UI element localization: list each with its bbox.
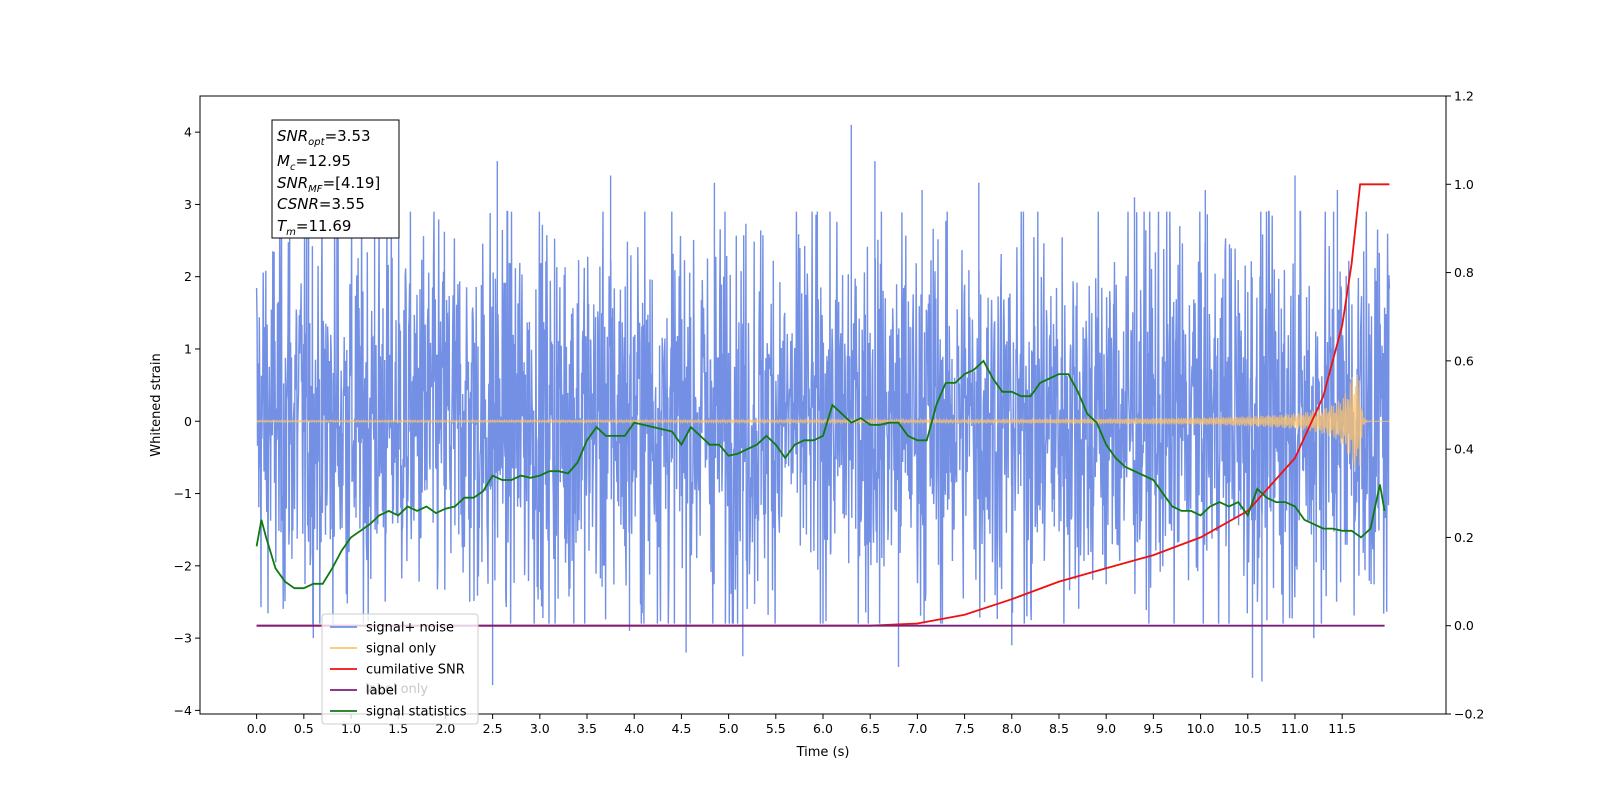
y-right-tick-label: 0.0 — [1454, 618, 1474, 633]
annotation-csnr: CSNR=3.55 — [277, 195, 365, 213]
y-left-tick-label: 2 — [184, 269, 192, 284]
y-left-tick-label: −2 — [174, 558, 192, 573]
x-tick-label: 2.5 — [483, 721, 503, 736]
y-left-tick-label: 0 — [184, 414, 192, 429]
x-tick-label: 5.0 — [719, 721, 739, 736]
y-right-tick-label: 0.8 — [1454, 265, 1474, 280]
annotation-snr-opt: SNRopt=3.53 — [277, 127, 371, 148]
annotation-tm: Tm=11.69 — [277, 217, 351, 238]
x-tick-label: 0.5 — [294, 721, 314, 736]
legend-label: label — [366, 684, 397, 699]
y-right-tick-label: 0.6 — [1454, 353, 1474, 368]
y-right-tick-label: 0.2 — [1454, 530, 1474, 545]
x-tick-label: 9.0 — [1096, 721, 1116, 736]
series-signal-statisticsline — [255, 359, 1386, 590]
x-tick-label: 10.5 — [1234, 721, 1262, 736]
plot-layer — [255, 124, 1391, 686]
x-tick-label: 4.5 — [671, 721, 691, 736]
x-tick-label: 11.5 — [1328, 721, 1356, 736]
x-tick-label: 4.0 — [624, 721, 644, 736]
x-tick-label: 6.0 — [813, 721, 833, 736]
x-tick-label: 2.0 — [435, 721, 455, 736]
x-tick-label: 10.0 — [1187, 721, 1215, 736]
legend: label only signal+ noise signal only cumil… — [321, 613, 479, 725]
annotation-mc: Mc=12.95 — [277, 152, 351, 173]
legend-frame — [321, 613, 479, 725]
y-left-tick-label: 1 — [184, 341, 192, 356]
x-tick-label: 9.5 — [1143, 721, 1163, 736]
annotation-snr-mf: SNRMF=[4.19] — [277, 174, 380, 195]
y-left-tick-label: 4 — [184, 125, 192, 140]
series-cumilative-snrline — [256, 183, 1390, 627]
x-tick-label: 8.5 — [1049, 721, 1069, 736]
series-signal-noise-line — [255, 124, 1391, 686]
x-tick-label: 3.0 — [530, 721, 550, 736]
legend-hidden-label: label only — [365, 682, 428, 697]
legend-label: signal+ noise — [366, 621, 454, 636]
x-tick-label: 0.0 — [247, 721, 267, 736]
legend-entries: signal+ noise signal only cumilative SNR la… — [330, 621, 467, 720]
x-tick-label: 5.5 — [766, 721, 786, 736]
y-axis-label: Whitened strain — [149, 353, 164, 456]
y-left-tick-label: 3 — [184, 197, 192, 212]
y-left-tick-label: −3 — [174, 631, 192, 646]
x-tick-label: 6.5 — [860, 721, 880, 736]
x-tick-label: 7.0 — [907, 721, 927, 736]
legend-label: signal only — [366, 642, 436, 657]
x-tick-label: 7.5 — [955, 721, 975, 736]
y-right-tick-label: 1.0 — [1454, 177, 1474, 192]
x-tick-label: 8.0 — [1002, 721, 1022, 736]
x-tick-label: 1.0 — [341, 721, 361, 736]
x-tick-label: 11.0 — [1281, 721, 1309, 736]
series-signal-only-line — [256, 374, 1390, 468]
legend-label: cumilative SNR — [366, 663, 465, 678]
y-right-tick-label: 1.2 — [1454, 89, 1474, 104]
y-right-tick-label: 0.4 — [1454, 442, 1474, 457]
x-tick-label: 3.5 — [577, 721, 597, 736]
axes-layer: 0.0 0.5 1.0 1.5 2.0 2.5 3.0 3.5 4.0 4.5 5.0 5.5 6.0 6… — [174, 89, 1485, 737]
y-left-tick-label: −4 — [174, 703, 192, 718]
legend-label: signal statistics — [366, 705, 467, 720]
y-right-tick-label: −0.2 — [1454, 707, 1484, 722]
y-left-tick-label: −1 — [174, 486, 192, 501]
x-axis-label: Time (s) — [796, 745, 850, 760]
x-tick-label: 1.5 — [388, 721, 408, 736]
annotation-box: SNRopt=3.53 Mc=12.95 SNRMF=[4.19] CSNR=3… — [271, 119, 400, 239]
